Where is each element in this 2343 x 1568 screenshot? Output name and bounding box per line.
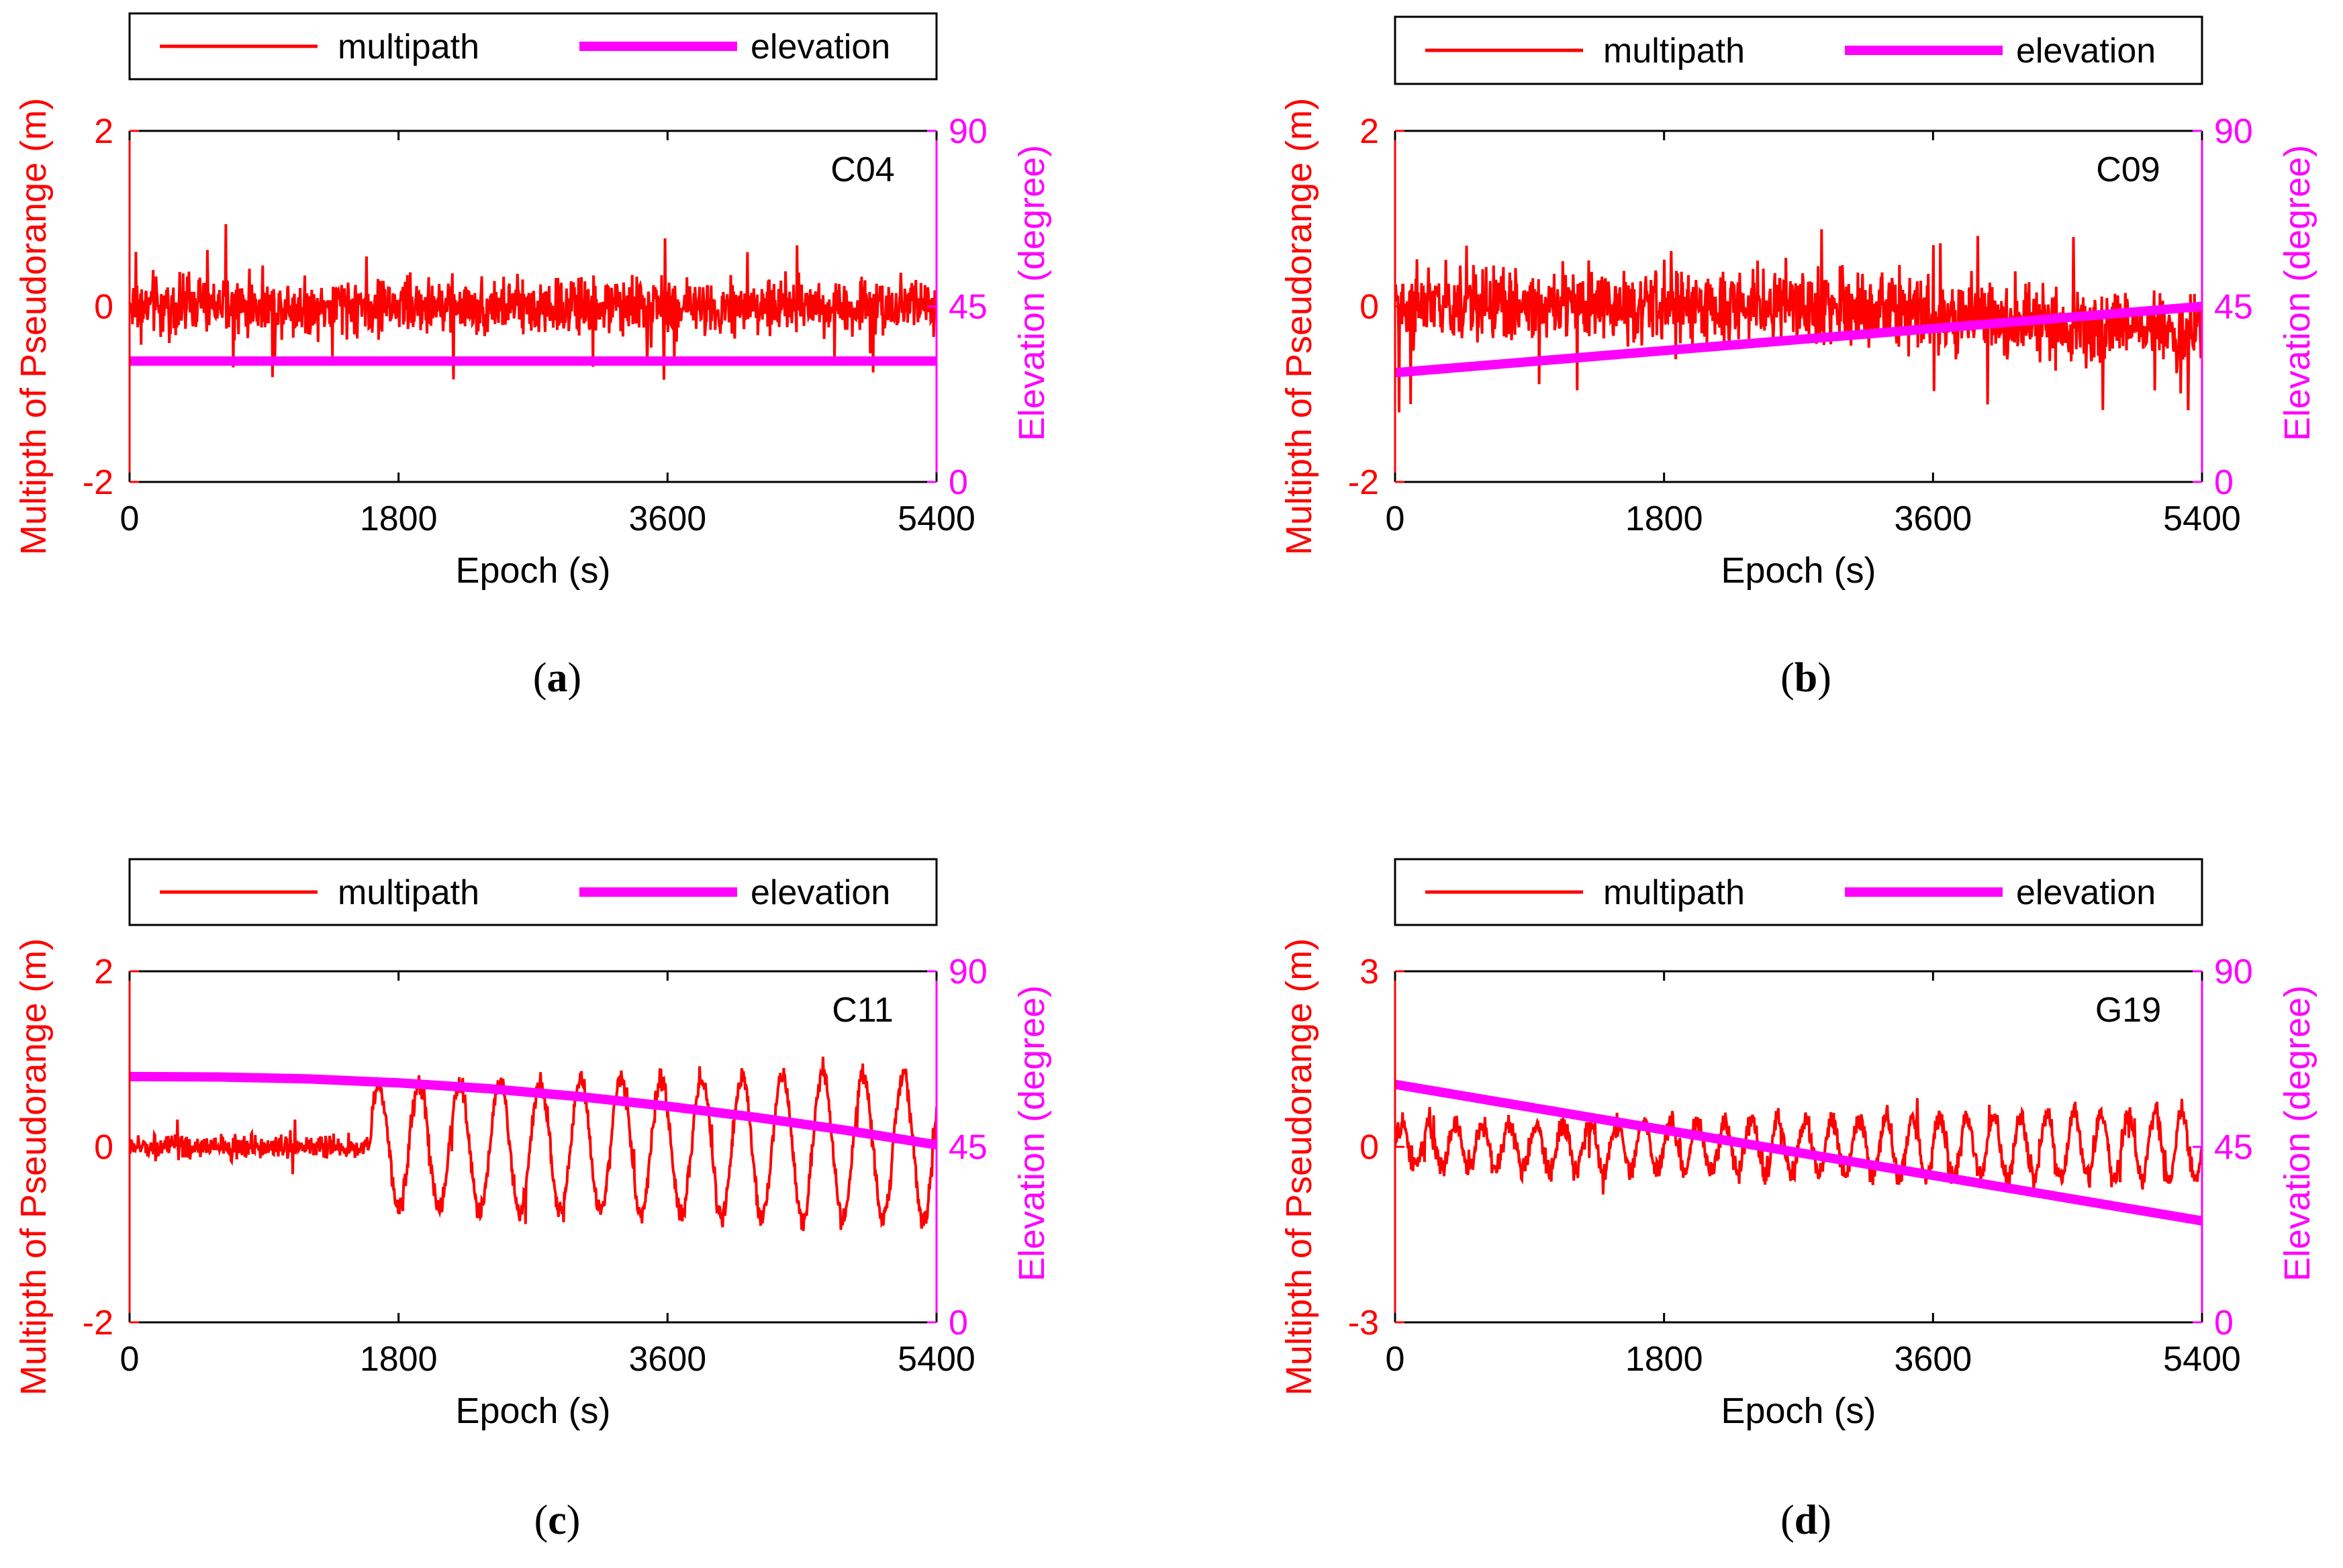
caption-open-paren: ( (1780, 1498, 1795, 1543)
y-axis-label: Multipth of Pseudorange (m) (1279, 938, 1319, 1395)
x-tick-label: 0 (120, 1340, 140, 1379)
caption-open-paren: ( (1780, 655, 1795, 701)
legend-multipath-label: multipath (338, 28, 479, 66)
panel-caption: (b) (1780, 655, 1831, 701)
multipath-series (130, 224, 937, 380)
satellite-label: C09 (2096, 150, 2160, 189)
x-axis-label: Epoch (s) (1721, 1391, 1876, 1431)
y-axis-label: Multipth of Pseudorange (m) (13, 938, 54, 1395)
x-tick-label: 1800 (1625, 1340, 1703, 1379)
x-tick-label: 0 (120, 499, 140, 538)
y-tick-label: 2 (94, 112, 113, 151)
y-tick-label: -2 (83, 1304, 113, 1342)
legend-elevation-label: elevation (2016, 873, 2156, 912)
y-tick-label: -2 (83, 463, 113, 502)
y-tick-label: 0 (94, 1128, 113, 1167)
caption-letter: b (1795, 655, 1817, 701)
y2-tick-label: 90 (949, 952, 988, 991)
y-tick-label: 0 (94, 288, 113, 327)
y2-axis-label: Elevation (degree) (2277, 985, 2317, 1281)
y-axis-label: Multipth of Pseudorange (m) (13, 98, 54, 555)
legend-elevation-label: elevation (751, 873, 890, 912)
legend-multipath-label: multipath (338, 873, 479, 912)
legend: multipath elevation (128, 12, 938, 81)
y-tick-label: 0 (1359, 288, 1379, 327)
x-tick-label: 3600 (628, 499, 706, 538)
y-axis-label: Multipth of Pseudorange (m) (1279, 98, 1319, 555)
x-tick-label: 0 (1386, 499, 1405, 538)
y2-tick-label: 90 (2214, 112, 2253, 151)
y-tick-label: 3 (1359, 952, 1379, 991)
legend: multipath elevation (128, 858, 938, 926)
panel-caption: (c) (534, 1498, 581, 1543)
x-tick-label: 1800 (1625, 499, 1703, 538)
y2-tick-label: 45 (2214, 1128, 2253, 1167)
y-tick-label: 2 (94, 952, 113, 991)
y2-axis-label: Elevation (degree) (1012, 145, 1052, 441)
legend-multipath-label: multipath (1603, 873, 1745, 912)
multipath-series (130, 1057, 937, 1232)
y2-tick-label: 90 (2214, 952, 2253, 991)
legend-elevation-label: elevation (2016, 32, 2156, 70)
x-tick-label: 3600 (628, 1340, 706, 1379)
elevation-series (1395, 1079, 2202, 1226)
x-axis-label: Epoch (s) (455, 1391, 610, 1431)
elevation-series (130, 1071, 937, 1150)
legend-multipath-label: multipath (1603, 32, 1745, 70)
x-axis-label: Epoch (s) (455, 550, 610, 591)
elevation-series (1395, 301, 2202, 378)
x-tick-label: 5400 (898, 1340, 975, 1379)
y-tick-label: 0 (1359, 1128, 1379, 1167)
y2-tick-label: 45 (949, 1128, 988, 1167)
y2-tick-label: 45 (949, 288, 988, 327)
y2-tick-label: 45 (2214, 288, 2253, 327)
y2-tick-label: 0 (2214, 463, 2234, 502)
y2-tick-label: 90 (949, 112, 988, 151)
caption-letter: d (1795, 1498, 1817, 1543)
caption-letter: a (547, 655, 568, 701)
y-tick-label: -2 (1348, 463, 1379, 502)
multipath-series (1395, 229, 2202, 413)
x-axis-label: Epoch (s) (1721, 550, 1876, 591)
y2-tick-label: 0 (949, 463, 968, 502)
satellite-label: G19 (2095, 991, 2161, 1030)
caption-open-paren: ( (534, 1498, 548, 1543)
satellite-label: C04 (830, 150, 894, 189)
y-tick-label: -3 (1348, 1304, 1379, 1342)
y2-tick-label: 0 (2214, 1304, 2234, 1342)
y2-axis-label: Elevation (degree) (1012, 985, 1052, 1281)
x-tick-label: 3600 (1894, 1340, 1972, 1379)
legend: multipath elevation (1394, 858, 2203, 926)
x-tick-label: 1800 (360, 1340, 438, 1379)
satellite-label: C11 (832, 991, 894, 1030)
y2-tick-label: 0 (949, 1304, 968, 1342)
legend: multipath elevation (1394, 15, 2203, 85)
caption-open-paren: ( (533, 655, 547, 701)
panel-caption: (d) (1780, 1498, 1831, 1543)
x-tick-label: 0 (1386, 1340, 1405, 1379)
y-tick-label: 2 (1359, 112, 1379, 151)
x-tick-label: 5400 (2163, 499, 2241, 538)
caption-close-paren: ) (1817, 655, 1831, 701)
caption-letter: c (548, 1498, 567, 1543)
x-tick-label: 5400 (2163, 1340, 2241, 1379)
multipath-series (1395, 1098, 2202, 1195)
x-tick-label: 5400 (898, 499, 975, 538)
legend-elevation-label: elevation (751, 28, 890, 66)
caption-close-paren: ) (568, 655, 582, 701)
caption-close-paren: ) (567, 1498, 581, 1543)
y2-axis-label: Elevation (degree) (2277, 145, 2317, 441)
x-tick-label: 3600 (1894, 499, 1972, 538)
panel-caption: (a) (533, 655, 581, 701)
x-tick-label: 1800 (360, 499, 438, 538)
caption-close-paren: ) (1817, 1498, 1831, 1543)
